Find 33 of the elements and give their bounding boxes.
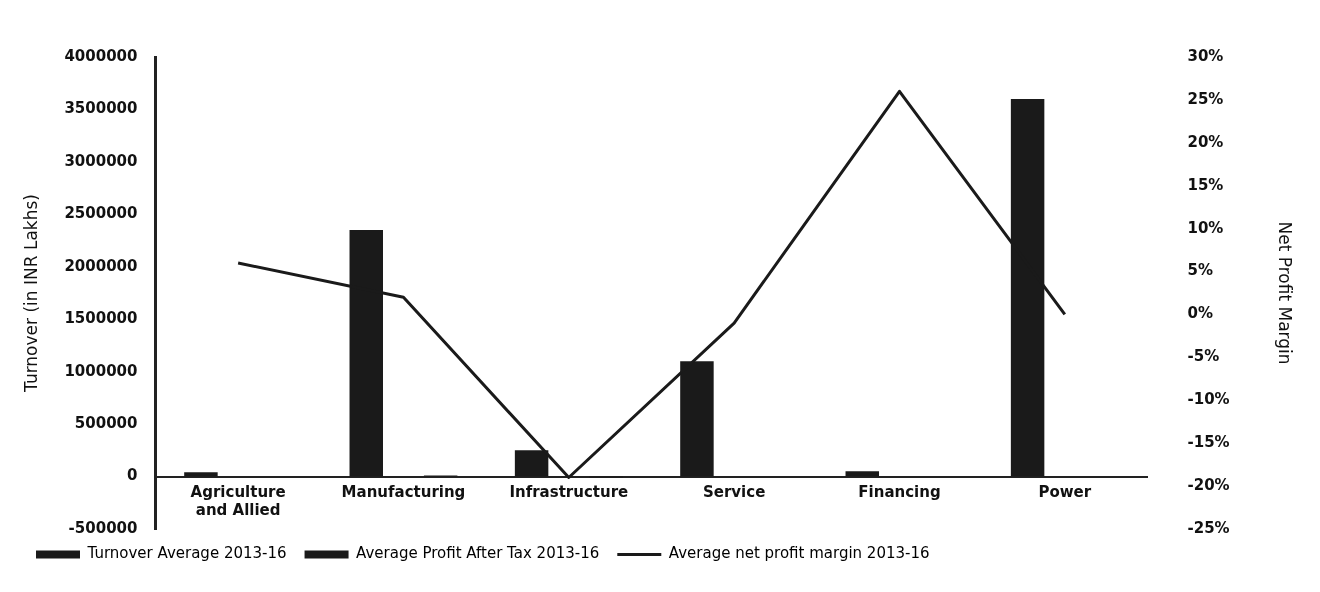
y2-tick-label: -15% [1187,433,1230,452]
y-tick-label: -500000 [68,518,138,537]
y-tick-label: 1000000 [64,361,138,380]
x-tick-label: Manufacturing [341,483,466,502]
y-tick-label: 0 [127,466,138,485]
y-tick-label: 500000 [74,414,138,432]
x-tick-label: Agriculture and Allied [190,483,286,520]
x-tick-label: Financing [858,483,941,502]
y2-tick-label: 15% [1187,175,1224,194]
y2-tick-label: 25% [1187,89,1224,108]
y2-tick-label: -25% [1187,518,1230,537]
y2-tick-label: 5% [1187,261,1213,280]
y2-tick-label: 10% [1187,218,1224,237]
y-tick-label: 2500000 [64,204,138,223]
x-tick-label: Power [1038,483,1092,502]
y2-tick-label: 30% [1187,46,1224,65]
y2-axis-title: Net Profit Margin [1275,221,1296,365]
legend-label: Turnover Average 2013-16 [86,544,287,563]
legend-label: Average Profit After Tax 2013-16 [356,544,600,563]
y2-tick-label: -5% [1187,347,1220,366]
y-axis-title: Turnover (in INR Lakhs) [20,194,41,393]
y-tick-label: 1500000 [64,309,138,328]
y-tick-label: 3500000 [64,99,138,118]
y2-tick-label: -20% [1187,475,1230,494]
y2-tick-label: 20% [1187,132,1224,151]
y-tick-label: 4000000 [64,46,138,65]
legend-label: Average net profit margin 2013-16 [668,544,930,563]
y2-tick-label: 0% [1187,304,1213,323]
x-tick-label: Infrastructure [509,483,629,502]
y-tick-label: 2000000 [64,256,138,275]
x-tick-label: Service [702,483,766,502]
y2-tick-label: -10% [1187,390,1230,409]
y-tick-label: 3000000 [64,151,138,170]
